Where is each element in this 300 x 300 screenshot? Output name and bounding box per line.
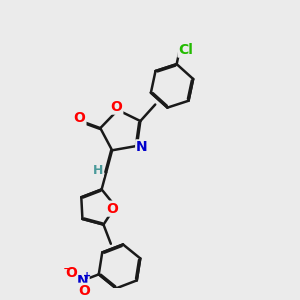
Text: +: + <box>83 271 91 281</box>
Text: N: N <box>136 140 148 154</box>
Text: H: H <box>92 164 103 177</box>
Text: O: O <box>106 202 119 216</box>
Text: O: O <box>79 284 90 298</box>
Text: O: O <box>110 100 122 114</box>
Text: O: O <box>74 111 86 125</box>
Text: N: N <box>77 274 88 287</box>
Text: O: O <box>65 266 77 280</box>
Text: Cl: Cl <box>178 43 193 57</box>
Text: −: − <box>62 263 73 276</box>
